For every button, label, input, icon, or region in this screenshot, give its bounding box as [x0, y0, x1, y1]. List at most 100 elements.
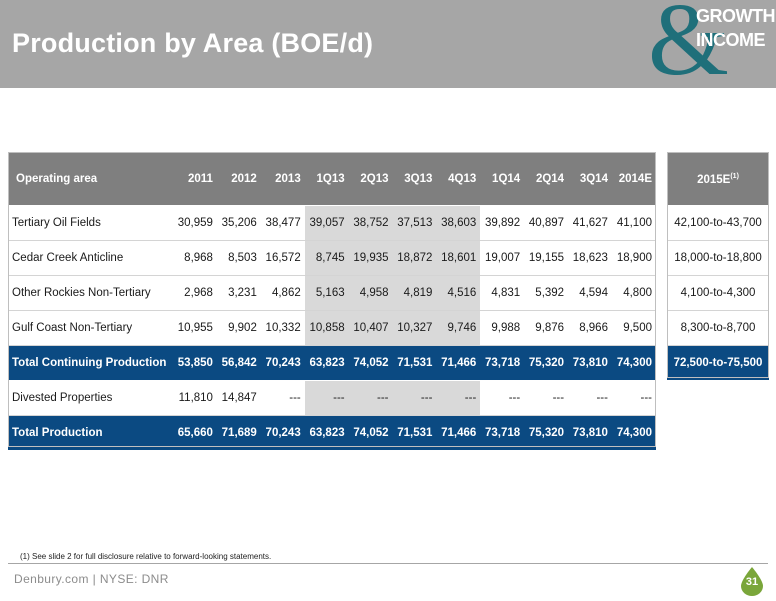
- table-cell: 74,052: [348, 345, 393, 381]
- growth-income-logo: & GROWTH INCOME: [648, 0, 775, 92]
- table-cell: 8,745: [304, 240, 349, 276]
- row-label: Total Production: [8, 415, 174, 451]
- header-bar: Production by Area (BOE/d) & GROWTH INCO…: [0, 0, 776, 92]
- table-cell: 19,935: [348, 240, 393, 276]
- projection-header-footnote-mark: (1): [730, 172, 739, 180]
- table-cell: 4,958: [348, 275, 393, 311]
- row-label: Gulf Coast Non-Tertiary: [8, 310, 174, 346]
- table-cell: 63,823: [304, 415, 349, 451]
- table-cell: 30,959: [173, 205, 217, 241]
- table-cell: ---: [611, 380, 656, 416]
- table-cell: ---: [524, 380, 569, 416]
- table-cell: 38,603: [436, 205, 481, 241]
- table-cell: 39,892: [480, 205, 525, 241]
- table-cell: 37,513: [392, 205, 437, 241]
- column-header-2011: 2011: [173, 152, 217, 206]
- table-cell: ---: [348, 380, 393, 416]
- projection-cell: 18,000-to-18,800: [667, 240, 769, 276]
- table-row: Gulf Coast Non-Tertiary 10,955 9,902 10,332…: [8, 310, 656, 346]
- logo-ampersand: &: [648, 0, 729, 97]
- page-title: Production by Area (BOE/d): [12, 28, 374, 58]
- table-cell: 74,052: [348, 415, 393, 451]
- table-cell: ---: [568, 380, 612, 416]
- column-header-operating-area: Operating area: [8, 152, 174, 206]
- page-number: 31: [745, 576, 759, 588]
- table-cell: ---: [392, 380, 437, 416]
- production-table: Operating area 2011 2012 2013 1Q13 2Q13 3Q13 4Q…: [8, 152, 656, 451]
- table-cell: 4,516: [436, 275, 481, 311]
- projection-header-row: 2015E(1): [667, 152, 769, 206]
- table-cell: 75,320: [524, 415, 569, 451]
- column-header-1q13: 1Q13: [304, 152, 349, 206]
- table-cell: 10,955: [173, 310, 217, 346]
- table-cell: 74,300: [611, 415, 656, 451]
- table-cell: 9,902: [216, 310, 261, 346]
- column-header-2q13: 2Q13: [348, 152, 393, 206]
- table-cell: ---: [260, 380, 305, 416]
- table-cell: 10,858: [304, 310, 349, 346]
- table-cell: 71,531: [392, 415, 437, 451]
- table-row: Total Production 65,660 71,689 70,243 63,823…: [8, 415, 656, 451]
- table-cell: 18,601: [436, 240, 481, 276]
- column-header-1q14: 1Q14: [480, 152, 525, 206]
- table-cell: 5,392: [524, 275, 569, 311]
- table-cell: 18,623: [568, 240, 612, 276]
- table-header-row: Operating area 2011 2012 2013 1Q13 2Q13 3Q13 4Q…: [8, 152, 656, 206]
- table-cell: 10,327: [392, 310, 437, 346]
- column-header-2014e: 2014E: [611, 152, 656, 206]
- table-cell: 4,862: [260, 275, 305, 311]
- table-cell: 39,057: [304, 205, 349, 241]
- footnote: (1) See slide 2 for full disclosure rela…: [20, 552, 272, 561]
- table-cell: 8,966: [568, 310, 612, 346]
- table-cell: 9,500: [611, 310, 656, 346]
- table-cell: 19,155: [524, 240, 569, 276]
- row-label: Total Continuing Production: [8, 345, 174, 381]
- table-cell: 38,477: [260, 205, 305, 241]
- table-cell: ---: [436, 380, 481, 416]
- table-cell: 10,407: [348, 310, 393, 346]
- table-cell: 4,819: [392, 275, 437, 311]
- table-cell: 65,660: [173, 415, 217, 451]
- projection-table: 2015E(1) 42,100-to-43,700 18,000-to-18,80…: [667, 152, 769, 381]
- drop-icon: [741, 567, 763, 596]
- table-cell: 40,897: [524, 205, 569, 241]
- column-header-4q13: 4Q13: [436, 152, 481, 206]
- table-cell: 4,594: [568, 275, 612, 311]
- table-cell: 70,243: [260, 345, 305, 381]
- table-row: Other Rockies Non-Tertiary 2,968 3,231 4,86…: [8, 275, 656, 311]
- table-cell: 71,531: [392, 345, 437, 381]
- projection-row: 72,500-to-75,500: [667, 345, 769, 381]
- table-cell: 75,320: [524, 345, 569, 381]
- projection-cell: 42,100-to-43,700: [667, 205, 769, 241]
- projection-row: 4,100-to-4,300: [667, 275, 769, 311]
- table-cell: 71,466: [436, 345, 481, 381]
- table-cell: 41,100: [611, 205, 656, 241]
- projection-row: 42,100-to-43,700: [667, 205, 769, 241]
- table-cell: 10,332: [260, 310, 305, 346]
- projection-header-label: 2015E: [697, 173, 731, 186]
- table-cell: 73,718: [480, 345, 525, 381]
- column-header-2013: 2013: [260, 152, 305, 206]
- footer-divider: [8, 563, 768, 564]
- column-header-2012: 2012: [216, 152, 261, 206]
- production-table-body: Tertiary Oil Fields 30,959 35,206 38,477 39,…: [8, 205, 656, 451]
- table-cell: 73,810: [568, 345, 612, 381]
- table-cell: 9,988: [480, 310, 525, 346]
- table-cell: 4,831: [480, 275, 525, 311]
- table-cell: 71,466: [436, 415, 481, 451]
- table-cell: 11,810: [173, 380, 217, 416]
- projection-cell: 72,500-to-75,500: [667, 345, 769, 381]
- table-cell: 70,243: [260, 415, 305, 451]
- table-row: Tertiary Oil Fields 30,959 35,206 38,477 39,…: [8, 205, 656, 241]
- table-cell: 18,900: [611, 240, 656, 276]
- table-cell: 73,718: [480, 415, 525, 451]
- table-cell: 14,847: [216, 380, 261, 416]
- table-cell: 74,300: [611, 345, 656, 381]
- projection-table-body: 42,100-to-43,700 18,000-to-18,800 4,100-to…: [667, 205, 769, 381]
- logo-word-growth: GROWTH: [696, 6, 775, 26]
- table-cell: 9,746: [436, 310, 481, 346]
- table-cell: ---: [304, 380, 349, 416]
- table-cell: ---: [480, 380, 525, 416]
- page-badge: 31: [738, 566, 766, 596]
- table-cell: 38,752: [348, 205, 393, 241]
